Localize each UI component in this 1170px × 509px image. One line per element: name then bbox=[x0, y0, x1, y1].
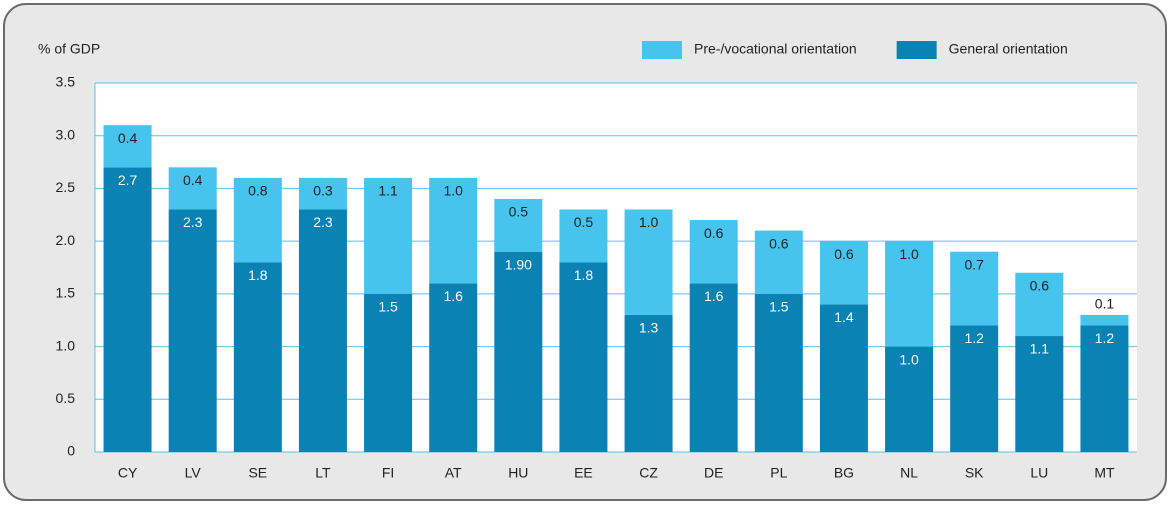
x-tick-label: HU bbox=[508, 465, 528, 481]
data-label: 0.8 bbox=[248, 183, 268, 199]
bar-segment bbox=[233, 177, 282, 263]
bar-segment bbox=[429, 177, 478, 284]
x-tick-label: LV bbox=[185, 465, 202, 481]
bar-segment bbox=[298, 177, 347, 210]
x-tick-label: PL bbox=[770, 465, 787, 481]
bar-segment bbox=[950, 251, 999, 326]
bar-segment bbox=[624, 314, 673, 452]
bar-segment bbox=[885, 346, 934, 452]
y-tick-label: 2.0 bbox=[56, 232, 76, 248]
bar-segment bbox=[885, 241, 934, 347]
data-label: 0.7 bbox=[964, 256, 984, 272]
x-tick-label: EE bbox=[574, 465, 593, 481]
x-tick-label: NL bbox=[900, 465, 918, 481]
x-tick-label: BG bbox=[834, 465, 854, 481]
x-tick-label: SE bbox=[248, 465, 267, 481]
data-label: 0.6 bbox=[769, 235, 789, 251]
data-label: 2.3 bbox=[183, 214, 203, 230]
y-tick-label: 1.5 bbox=[56, 285, 76, 301]
data-label: 0.4 bbox=[183, 172, 203, 188]
y-axis-label: % of GDP bbox=[38, 41, 100, 57]
bar-segment bbox=[494, 198, 543, 252]
data-label: 1.1 bbox=[378, 183, 398, 199]
legend-label: General orientation bbox=[949, 41, 1068, 57]
data-label: 1.6 bbox=[443, 288, 463, 304]
bar-segment bbox=[103, 167, 152, 453]
data-label: 1.90 bbox=[505, 256, 532, 272]
bar-segment bbox=[364, 177, 413, 294]
bar-segment bbox=[298, 209, 347, 452]
x-tick-label: CZ bbox=[639, 465, 658, 481]
y-tick-label: 3.5 bbox=[56, 74, 76, 90]
data-label: 1.6 bbox=[704, 288, 724, 304]
data-label: 1.8 bbox=[574, 267, 594, 283]
bar-segment bbox=[233, 262, 282, 452]
bar-segment bbox=[1015, 336, 1064, 452]
y-tick-label: 1.0 bbox=[56, 337, 76, 353]
data-label: 0.4 bbox=[118, 130, 138, 146]
data-label: 1.2 bbox=[1095, 330, 1115, 346]
data-label: 0.3 bbox=[313, 183, 333, 199]
data-label: 0.1 bbox=[1095, 296, 1115, 312]
data-label: 1.0 bbox=[639, 214, 659, 230]
data-label: 0.6 bbox=[1030, 277, 1050, 293]
bar-segment bbox=[1080, 314, 1129, 326]
bar-segment bbox=[754, 230, 803, 294]
bar-segment bbox=[168, 209, 217, 452]
x-tick-label: MT bbox=[1094, 465, 1115, 481]
bar-segment bbox=[754, 293, 803, 452]
bar-segment bbox=[1080, 325, 1129, 452]
y-tick-label: 0.5 bbox=[56, 390, 76, 406]
x-tick-label: SK bbox=[965, 465, 984, 481]
data-label: 1.4 bbox=[834, 309, 854, 325]
data-label: 0.5 bbox=[574, 214, 594, 230]
data-label: 1.0 bbox=[899, 351, 919, 367]
bar-segment bbox=[624, 209, 673, 315]
data-label: 0.6 bbox=[834, 246, 854, 262]
bar-segment bbox=[168, 167, 217, 210]
data-label: 0.5 bbox=[509, 204, 529, 220]
y-tick-label: 3.0 bbox=[56, 126, 76, 142]
data-label: 1.2 bbox=[964, 330, 984, 346]
bar-segment bbox=[429, 283, 478, 452]
data-label: 1.8 bbox=[248, 267, 268, 283]
legend-label: Pre-/vocational orientation bbox=[694, 41, 857, 57]
data-label: 1.3 bbox=[639, 320, 659, 336]
bar-segment bbox=[364, 293, 413, 452]
legend-swatch bbox=[896, 41, 937, 59]
bar-segment bbox=[559, 262, 608, 452]
y-tick-label: 0 bbox=[67, 443, 75, 459]
data-label: 1.0 bbox=[443, 183, 463, 199]
x-tick-label: FI bbox=[382, 465, 394, 481]
y-tick-label: 2.5 bbox=[56, 179, 76, 195]
bar-segment bbox=[1015, 272, 1064, 337]
data-label: 1.5 bbox=[769, 299, 789, 315]
x-tick-label: DE bbox=[704, 465, 723, 481]
x-tick-label: LU bbox=[1030, 465, 1048, 481]
x-tick-label: LT bbox=[315, 465, 331, 481]
data-label: 1.0 bbox=[899, 246, 919, 262]
x-tick-label: AT bbox=[445, 465, 462, 481]
bar-segment bbox=[689, 220, 738, 284]
data-label: 2.7 bbox=[118, 172, 138, 188]
data-label: 1.5 bbox=[378, 299, 398, 315]
bar-segment bbox=[689, 283, 738, 452]
bar-segment bbox=[819, 304, 868, 452]
bar-segment bbox=[103, 125, 152, 168]
bar-segment bbox=[819, 241, 868, 305]
data-label: 1.1 bbox=[1030, 341, 1050, 357]
legend-swatch bbox=[642, 41, 682, 59]
bar-segment bbox=[494, 251, 543, 452]
data-label: 2.3 bbox=[313, 214, 333, 230]
data-label: 0.6 bbox=[704, 225, 724, 241]
bar-segment bbox=[950, 325, 999, 452]
x-tick-label: CY bbox=[118, 465, 138, 481]
bar-segment bbox=[559, 209, 608, 263]
